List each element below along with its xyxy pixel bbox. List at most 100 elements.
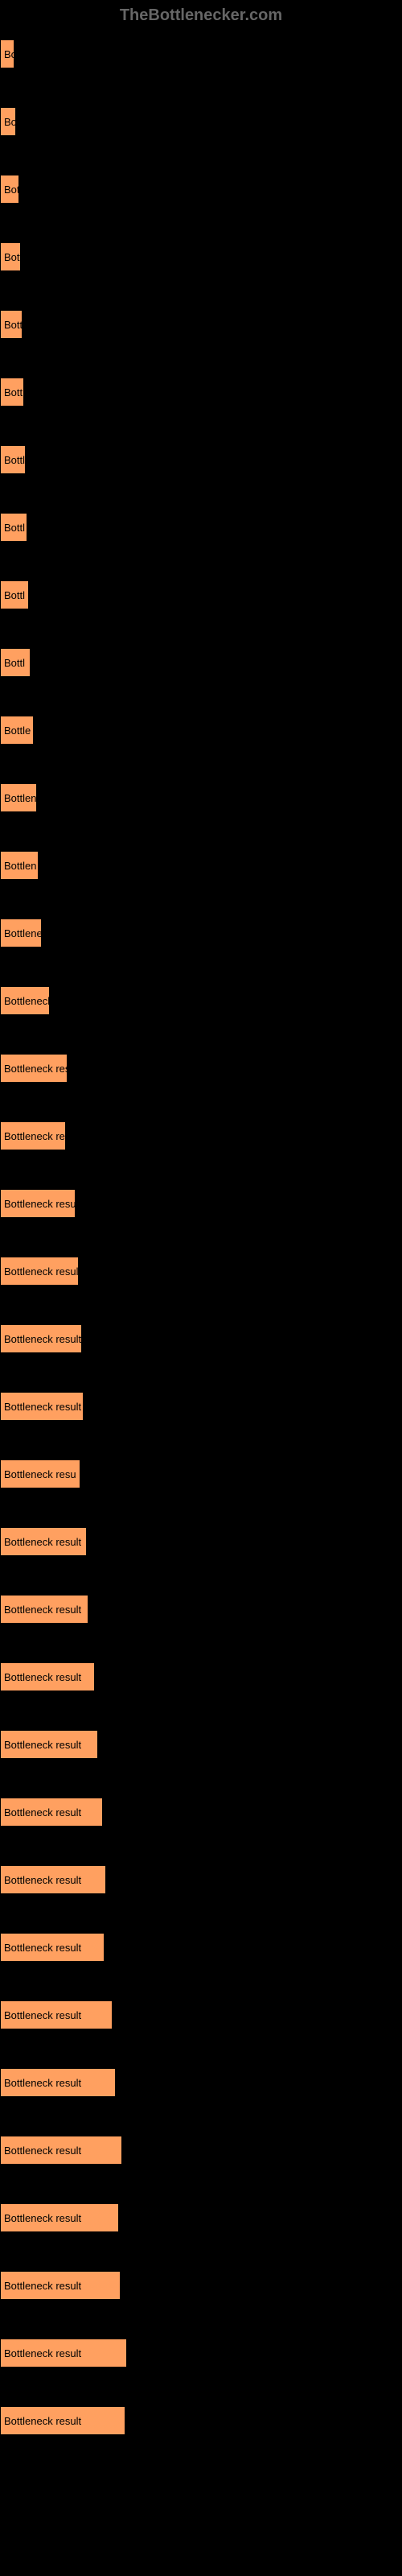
bar-label: Bottleneck result (4, 2280, 81, 2292)
bar-row: Bottleneck result (0, 2068, 402, 2097)
bar-row: Bottleneck result (0, 1257, 402, 1286)
bar-row: Bottl (0, 580, 402, 609)
bar-row: Bottleneck result (0, 1662, 402, 1691)
bar-row: Bott (0, 242, 402, 271)
bar-label: Bottlene (4, 927, 41, 939)
bar-label: Bott (4, 251, 20, 263)
bar-row: Bottl (0, 648, 402, 677)
bar: Bottleneck result (0, 1595, 88, 1624)
bar: Bottleneck result (0, 1662, 95, 1691)
bar: Bottleneck result (0, 1257, 79, 1286)
bar-row: Bot (0, 175, 402, 204)
bar-row: Bottleneck result (0, 1595, 402, 1624)
bar-row: Bottleneck result (0, 2000, 402, 2029)
bar: Bott (0, 310, 23, 339)
bar-label: Bottleneck result (4, 1806, 81, 1818)
bar: Bottleneck result (0, 2203, 119, 2232)
bar-row: Bo (0, 107, 402, 136)
bar: Bot (0, 175, 19, 204)
bar-label: Bottleneck result (4, 1333, 81, 1345)
bar: Bottleneck (0, 986, 50, 1015)
bar-row: Bottleneck result (0, 1189, 402, 1218)
bar-label: Bottleneck result (4, 2077, 81, 2089)
bar-row: Bottleneck result (0, 1527, 402, 1556)
bar-row: Bottleneck result (0, 1730, 402, 1759)
bar: Bottlen (0, 851, 39, 880)
bar-label: Bottl (4, 454, 25, 466)
bar: Bottleneck result (0, 1798, 103, 1827)
bar-row: Bottlen (0, 851, 402, 880)
bar: Bottleneck result (0, 2136, 122, 2165)
bar: Bottl (0, 513, 27, 542)
bar-label: Bottl (4, 657, 25, 669)
bar: Bo (0, 107, 16, 136)
bar-row: Bottleneck result (0, 1392, 402, 1421)
bar-row: Bottleneck result (0, 2203, 402, 2232)
bar-row: Bottlen (0, 783, 402, 812)
bar: Bott (0, 242, 21, 271)
bar-label: Bottlen (4, 792, 36, 804)
bar: Bottleneck result (0, 2000, 113, 2029)
bar-label: Bott (4, 386, 23, 398)
bar-row: Bottleneck resu (0, 1054, 402, 1083)
bar-label: Bo (4, 48, 14, 60)
bar-label: Bottleneck result (4, 1739, 81, 1751)
header: TheBottlenecker.com (0, 0, 402, 31)
bar-row: Bottleneck re (0, 1121, 402, 1150)
bar-label: Bottleneck result (4, 1671, 81, 1683)
bar: Bottl (0, 445, 26, 474)
bar: Bottleneck re (0, 1121, 66, 1150)
bar: Bottl (0, 648, 31, 677)
bar: Bottleneck result (0, 1933, 105, 1962)
bar-row: Bo (0, 39, 402, 68)
bar-label: Bottleneck re (4, 1130, 65, 1142)
bar: Bottleneck result (0, 2068, 116, 2097)
bar-row: Bott (0, 310, 402, 339)
bar: Bottleneck result (0, 1189, 76, 1218)
bar-label: Bottle (4, 724, 31, 737)
bar-label: Bottleneck result (4, 1265, 78, 1278)
bar-row: Bottl (0, 445, 402, 474)
bar-label: Bottleneck resu (4, 1468, 76, 1480)
bar-row: Bottleneck resu (0, 1459, 402, 1488)
bar-label: Bottleneck result (4, 1198, 75, 1210)
bar-row: Bottleneck result (0, 1865, 402, 1894)
bar-label: Bottl (4, 589, 25, 601)
bar-label: Bottl (4, 522, 25, 534)
bar: Bottleneck result (0, 2339, 127, 2368)
bar-label: Bo (4, 116, 15, 128)
site-title: TheBottlenecker.com (120, 6, 282, 24)
bar-row: Bottleneck result (0, 1324, 402, 1353)
bar: Bottlen (0, 783, 37, 812)
bar: Bottleneck result (0, 1865, 106, 1894)
bar-label: Bottleneck result (4, 2009, 81, 2021)
bar-row: Bottleneck result (0, 1933, 402, 1962)
bar: Bottleneck result (0, 2271, 121, 2300)
bar: Bottleneck resu (0, 1054, 68, 1083)
bar-label: Bottleneck result (4, 1401, 81, 1413)
bar-label: Bottleneck result (4, 1942, 81, 1954)
bar-row: Bottleneck result (0, 2339, 402, 2368)
bar: Bottleneck result (0, 1730, 98, 1759)
bar-label: Bottleneck result (4, 1604, 81, 1616)
bar-chart: Bo Bo Bot Bott Bott Bott Bottl Bottl Bottl Bottl B… (0, 31, 402, 2490)
bar: Bo (0, 39, 14, 68)
bar: Bottleneck result (0, 1392, 84, 1421)
bar-label: Bottleneck result (4, 2415, 81, 2427)
bar-row: Bott (0, 378, 402, 407)
bar: Bottle (0, 716, 34, 745)
bar: Bott (0, 378, 24, 407)
bar-label: Bot (4, 184, 18, 196)
bar-row: Bottleneck result (0, 2406, 402, 2435)
bar-label: Bottleneck (4, 995, 49, 1007)
bar: Bottleneck resu (0, 1459, 80, 1488)
bar-row: Bottleneck result (0, 2136, 402, 2165)
bar: Bottleneck result (0, 1324, 82, 1353)
bar-row: Bottleneck (0, 986, 402, 1015)
bar-label: Bottleneck result (4, 2347, 81, 2359)
bar: Bottlene (0, 919, 42, 947)
bar-label: Bottleneck result (4, 1536, 81, 1548)
bar-row: Bottle (0, 716, 402, 745)
bar-row: Bottl (0, 513, 402, 542)
bar-row: Bottleneck result (0, 1798, 402, 1827)
